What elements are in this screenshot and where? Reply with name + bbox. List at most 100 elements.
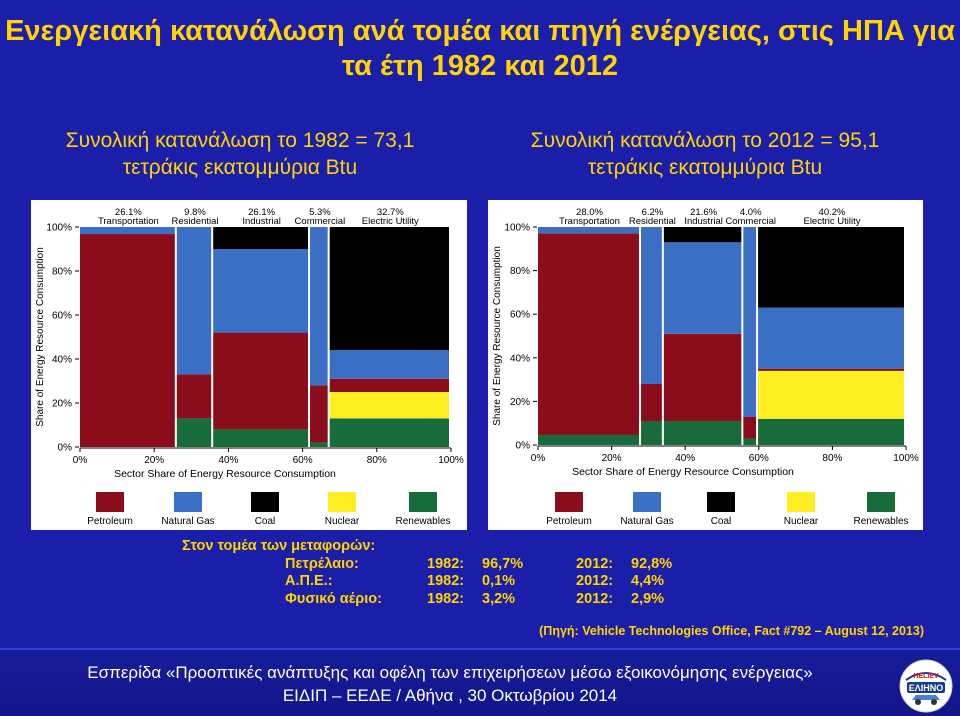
sector-pct-label: 40.2% bbox=[819, 207, 846, 218]
bar-segment-petroleum bbox=[743, 416, 757, 439]
y-tick-label: 40% bbox=[510, 353, 530, 364]
bar-segment-natural-gas bbox=[80, 227, 175, 235]
x-tick-label: 20% bbox=[602, 453, 622, 464]
bar-segment-natural-gas bbox=[641, 227, 662, 384]
sector-column-transportation bbox=[538, 227, 640, 445]
bar-segment-petroleum bbox=[329, 378, 449, 392]
footer-event-place-date: ΕΙΔΙΠ – ΕΕΔΕ / Αθήνα , 30 Οκτωβρίου 2014 bbox=[282, 686, 618, 705]
sector-column-transportation bbox=[80, 227, 175, 447]
bar-segment-renewables bbox=[758, 418, 904, 445]
y-tick-label: 60% bbox=[510, 310, 530, 321]
legend-label-petroleum: Petroleum bbox=[87, 516, 133, 527]
subtitle-1982: Συνολική κατανάλωση το 1982 = 73,1 τετρά… bbox=[65, 129, 415, 179]
legend-label-coal: Coal bbox=[711, 516, 732, 527]
sector-pct-label: 9.8% bbox=[184, 207, 206, 218]
note-value-1982: 96,7% bbox=[482, 555, 524, 572]
sector-pct-label: 6.2% bbox=[642, 207, 664, 218]
sector-column-electric-utility bbox=[329, 227, 449, 447]
bar-segment-coal bbox=[663, 227, 742, 243]
legend-swatch-renewables bbox=[867, 492, 895, 512]
bar-segment-natural-gas bbox=[329, 350, 449, 379]
y-axis-title: Share of Energy Resource Consumption bbox=[35, 247, 46, 427]
y-tick-label: 40% bbox=[52, 355, 72, 366]
sector-column-industrial bbox=[663, 227, 742, 445]
legend-swatch-coal bbox=[251, 492, 279, 512]
sector-column-electric-utility bbox=[758, 227, 904, 445]
sector-name-label: Industrial bbox=[684, 216, 723, 227]
note-value-1982: 3,2% bbox=[482, 590, 516, 607]
note-value-1982: 0,1% bbox=[482, 573, 516, 589]
source-note: (Πηγή: Vehicle Technologies Office, Fact… bbox=[539, 624, 924, 638]
legend-swatch-nuclear bbox=[328, 492, 356, 512]
sector-name-label: Residential bbox=[629, 216, 676, 227]
bar-segment-renewables bbox=[538, 434, 640, 445]
bar-segment-natural-gas bbox=[663, 242, 742, 334]
x-tick-label: 60% bbox=[293, 455, 313, 466]
note-year-1982: 1982: bbox=[427, 590, 465, 607]
y-tick-label: 0% bbox=[58, 443, 73, 454]
bar-segment-natural-gas bbox=[758, 307, 904, 369]
bar-segment-petroleum bbox=[310, 385, 328, 443]
y-tick-label: 20% bbox=[510, 397, 530, 408]
footer: Εσπερίδα «Προοπτικές ανάπτυξης και οφέλη… bbox=[0, 650, 960, 716]
bar-segment-petroleum bbox=[538, 233, 640, 435]
bar-segment-renewables bbox=[641, 421, 662, 445]
bar-segment-nuclear bbox=[758, 370, 904, 419]
bar-segment-natural-gas bbox=[176, 227, 212, 375]
bar-segment-petroleum bbox=[80, 234, 175, 447]
sector-name-label: Industrial bbox=[242, 216, 281, 227]
bar-segment-coal bbox=[329, 227, 449, 351]
y-tick-label: 100% bbox=[46, 223, 72, 234]
bar-segment-coal bbox=[213, 227, 309, 249]
heliev-logo: HELIEV ΕΛΙΗΝΟ bbox=[899, 659, 953, 713]
marimekko-chart-1982: 26.1%Transportation9.8%Residential26.1%I… bbox=[35, 207, 464, 527]
y-tick-label: 80% bbox=[52, 267, 72, 278]
legend-swatch-petroleum bbox=[96, 492, 124, 512]
subtitle-2012: Συνολική κατανάλωση το 2012 = 95,1 τετρά… bbox=[530, 129, 880, 179]
note-row-renewables: Α.Π.Ε.: 1982: 0,1% 2012: 4,4% bbox=[182, 573, 742, 591]
note-year-1982: 1982: bbox=[427, 573, 465, 589]
note-value-2012: 92,8% bbox=[631, 555, 673, 572]
bar-segment-natural-gas bbox=[310, 227, 328, 386]
x-tick-label: 100% bbox=[438, 455, 464, 466]
x-tick-label: 40% bbox=[675, 453, 695, 464]
note-year-2012: 2012: bbox=[576, 555, 614, 572]
legend-swatch-natural-gas bbox=[174, 492, 202, 512]
x-axis-title: Sector Share of Energy Resource Consumpt… bbox=[114, 468, 336, 480]
legend-swatch-renewables bbox=[409, 492, 437, 512]
note-year-1982: 1982: bbox=[427, 555, 465, 572]
sector-pct-label: 21.6% bbox=[690, 207, 717, 218]
bar-segment-natural-gas bbox=[213, 249, 309, 333]
y-tick-label: 20% bbox=[52, 399, 72, 410]
legend-swatch-coal bbox=[707, 492, 735, 512]
bar-segment-petroleum bbox=[641, 383, 662, 422]
bar-segment-coal bbox=[758, 227, 904, 308]
legend-label-natural-gas: Natural Gas bbox=[161, 516, 214, 527]
sector-pct-label: 5.3% bbox=[309, 207, 331, 218]
bar-segment-nuclear bbox=[329, 392, 449, 419]
bar-segment-renewables bbox=[329, 418, 449, 447]
sector-pct-label: 32.7% bbox=[377, 207, 404, 218]
legend-label-nuclear: Nuclear bbox=[784, 516, 819, 527]
y-tick-label: 80% bbox=[510, 266, 530, 277]
bar-segment-petroleum bbox=[663, 333, 742, 422]
legend-label-coal: Coal bbox=[255, 516, 276, 527]
legend-label-petroleum: Petroleum bbox=[546, 516, 592, 527]
bar-segment-natural-gas bbox=[538, 227, 640, 234]
note-year-2012: 2012: bbox=[576, 573, 614, 589]
note-year-2012: 2012: bbox=[576, 590, 614, 607]
y-tick-label: 60% bbox=[52, 311, 72, 322]
y-tick-label: 100% bbox=[504, 223, 530, 234]
sector-name-label: Transportation bbox=[559, 216, 620, 227]
x-tick-label: 20% bbox=[144, 455, 164, 466]
svg-text:HELIEV: HELIEV bbox=[913, 673, 939, 680]
sector-column-commercial bbox=[743, 227, 757, 445]
bar-segment-petroleum bbox=[176, 374, 212, 419]
legend-swatch-natural-gas bbox=[633, 492, 661, 512]
notes-heading-text: Στον τομέα των μεταφορών: bbox=[182, 538, 376, 554]
bar-segment-petroleum bbox=[758, 368, 904, 371]
sector-column-residential bbox=[176, 227, 212, 447]
legend-swatch-nuclear bbox=[787, 492, 815, 512]
bar-segment-renewables bbox=[213, 429, 309, 447]
x-tick-label: 60% bbox=[749, 453, 769, 464]
